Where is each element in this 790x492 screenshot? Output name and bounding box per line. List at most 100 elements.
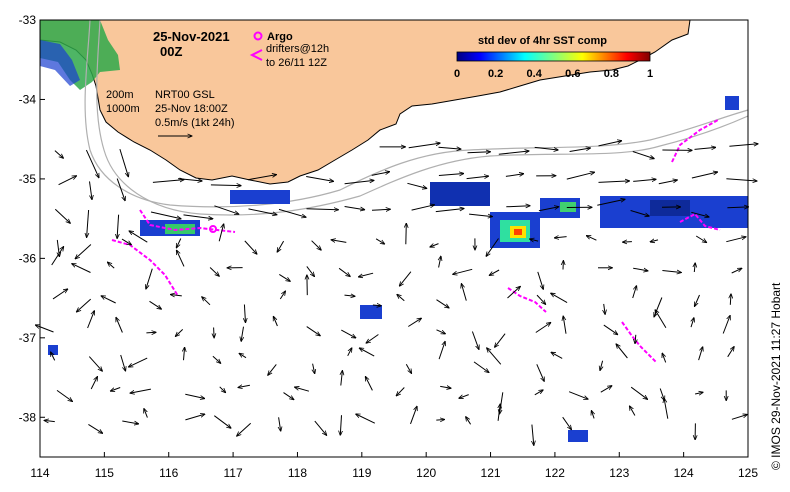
current-vector bbox=[616, 344, 628, 359]
argo-legend-label: Argo bbox=[267, 31, 293, 43]
current-vector bbox=[655, 310, 667, 329]
current-valid-time: 25-Nov 18:00Z bbox=[155, 103, 228, 115]
current-vector bbox=[530, 239, 539, 241]
current-vector bbox=[698, 347, 703, 361]
colorbar-tick-label: 0.2 bbox=[488, 68, 503, 80]
map-frame bbox=[39, 19, 749, 458]
current-vector bbox=[237, 422, 252, 436]
current-vector bbox=[597, 199, 625, 206]
x-tick-label: 122 bbox=[545, 466, 565, 480]
current-vector bbox=[440, 386, 451, 388]
current-vector bbox=[623, 242, 632, 243]
current-vector bbox=[44, 420, 55, 421]
y-tick-label: -35 bbox=[19, 172, 37, 186]
current-vector bbox=[586, 236, 597, 241]
current-vector bbox=[130, 388, 151, 393]
drifter-track-5 bbox=[671, 119, 719, 163]
current-vector bbox=[408, 318, 421, 327]
current-vector bbox=[532, 424, 534, 446]
current-vector bbox=[120, 354, 126, 371]
current-vector bbox=[722, 316, 730, 334]
sst-patch-coast bbox=[40, 20, 120, 90]
x-tick-label: 119 bbox=[352, 466, 371, 480]
current-vector bbox=[244, 304, 245, 323]
current-vector bbox=[283, 392, 294, 400]
current-vector bbox=[551, 293, 568, 304]
y-tick-label: -33 bbox=[19, 13, 37, 27]
current-vector bbox=[691, 172, 718, 179]
current-vector bbox=[371, 209, 390, 210]
current-vector bbox=[340, 415, 341, 435]
contour-1000m bbox=[96, 19, 749, 216]
current-vector bbox=[344, 295, 356, 296]
current-vector bbox=[635, 334, 636, 344]
current-vector bbox=[568, 391, 588, 400]
current-vector bbox=[507, 286, 521, 299]
map-time: 00Z bbox=[160, 44, 182, 59]
current-vector bbox=[658, 180, 678, 185]
colorbar-ticks: 0 0.2 0.4 0.6 0.8 1 bbox=[454, 68, 653, 80]
current-vector bbox=[241, 326, 243, 342]
current-vector bbox=[534, 390, 543, 396]
current-vector bbox=[88, 356, 102, 372]
current-vector bbox=[54, 150, 64, 159]
x-axis: 114 115 116 117 118 119 120 121 122 123 124 125 bbox=[30, 452, 758, 480]
current-vector bbox=[152, 180, 184, 183]
current-vector bbox=[244, 240, 257, 254]
current-vector bbox=[694, 263, 695, 273]
current-vector bbox=[406, 223, 407, 245]
current-vector bbox=[88, 423, 102, 433]
current-vector bbox=[436, 420, 444, 421]
current-vector bbox=[498, 151, 529, 155]
current-vector bbox=[183, 214, 213, 219]
current-vector bbox=[176, 238, 182, 248]
current-vector bbox=[58, 176, 77, 186]
current-vector bbox=[598, 181, 630, 183]
current-vector bbox=[536, 294, 546, 304]
current-vector bbox=[344, 206, 365, 210]
current-vector bbox=[146, 268, 153, 289]
colorbar-tick-label: 0.8 bbox=[604, 68, 619, 80]
contour-label-200m: 200m bbox=[106, 89, 134, 101]
current-vector bbox=[453, 268, 473, 274]
colorbar-title: std dev of 4hr SST comp bbox=[478, 35, 607, 47]
current-vector bbox=[727, 207, 748, 208]
current-vector bbox=[117, 214, 119, 239]
current-vector bbox=[177, 250, 185, 267]
current-vector bbox=[664, 398, 669, 419]
current-vector bbox=[144, 409, 148, 418]
current-vector bbox=[129, 231, 148, 243]
x-tick-label: 125 bbox=[738, 466, 758, 480]
current-vector bbox=[171, 295, 182, 296]
current-vector bbox=[538, 207, 559, 212]
current-vector bbox=[129, 357, 148, 367]
drifter-track-2 bbox=[111, 239, 179, 297]
current-vector bbox=[365, 377, 373, 391]
current-vector bbox=[87, 209, 89, 237]
drifter-legend-label-2: to 26/11 12Z bbox=[266, 57, 327, 69]
current-vector bbox=[247, 175, 277, 181]
current-vector bbox=[311, 240, 322, 250]
current-vector bbox=[119, 148, 128, 177]
current-vector bbox=[372, 305, 381, 306]
current-vector bbox=[52, 289, 68, 300]
current-vector bbox=[405, 363, 411, 373]
current-vector bbox=[566, 172, 595, 180]
current-vector bbox=[691, 211, 709, 217]
current-vector bbox=[554, 237, 567, 238]
current-vector bbox=[399, 271, 412, 286]
argo-float-marker bbox=[209, 225, 217, 233]
current-vector bbox=[730, 294, 731, 305]
current-vectors bbox=[35, 141, 758, 446]
current-vector bbox=[210, 185, 241, 186]
x-tick-label: 118 bbox=[288, 466, 307, 480]
current-vector bbox=[694, 392, 703, 394]
current-vector bbox=[726, 178, 757, 181]
current-vector bbox=[600, 360, 603, 371]
x-tick-label: 114 bbox=[30, 466, 49, 480]
drifter-track-4 bbox=[621, 321, 657, 363]
current-vector bbox=[397, 294, 405, 302]
colorbar bbox=[456, 51, 651, 62]
current-vector bbox=[277, 240, 285, 252]
current-vector bbox=[569, 148, 591, 152]
